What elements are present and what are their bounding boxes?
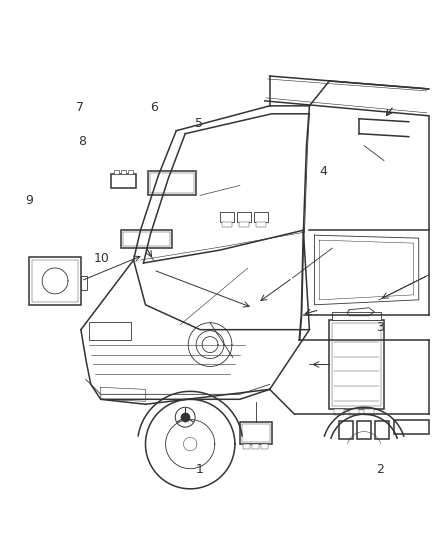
- Text: 4: 4: [319, 165, 327, 177]
- Bar: [127, 169, 133, 174]
- Text: 9: 9: [26, 193, 34, 207]
- Bar: [114, 169, 119, 174]
- Text: 7: 7: [76, 101, 84, 114]
- Bar: [222, 222, 232, 227]
- Bar: [29, 257, 81, 305]
- Bar: [150, 173, 194, 193]
- Bar: [252, 444, 259, 449]
- Bar: [239, 222, 249, 227]
- Bar: [375, 421, 389, 439]
- Bar: [120, 230, 172, 248]
- Bar: [242, 424, 270, 442]
- Bar: [332, 322, 381, 406]
- Bar: [329, 320, 384, 409]
- Bar: [357, 421, 371, 439]
- Bar: [243, 444, 250, 449]
- Bar: [81, 276, 87, 290]
- Bar: [339, 421, 353, 439]
- Text: 5: 5: [195, 117, 203, 130]
- Bar: [261, 444, 268, 449]
- Bar: [349, 409, 359, 415]
- Bar: [120, 169, 126, 174]
- Bar: [254, 212, 268, 222]
- Text: 2: 2: [376, 463, 384, 475]
- Bar: [334, 409, 344, 415]
- Text: 3: 3: [376, 321, 384, 334]
- Bar: [111, 174, 135, 188]
- Bar: [364, 409, 374, 415]
- Bar: [32, 260, 78, 302]
- Bar: [123, 232, 170, 246]
- Text: 8: 8: [78, 135, 86, 148]
- Bar: [332, 312, 381, 320]
- Text: 6: 6: [150, 101, 158, 114]
- Bar: [256, 222, 266, 227]
- Text: 1: 1: [195, 463, 203, 475]
- Bar: [240, 422, 272, 444]
- Bar: [148, 172, 196, 196]
- Text: 10: 10: [94, 252, 110, 265]
- Bar: [394, 420, 429, 434]
- Bar: [237, 212, 251, 222]
- Bar: [89, 322, 131, 340]
- Bar: [220, 212, 234, 222]
